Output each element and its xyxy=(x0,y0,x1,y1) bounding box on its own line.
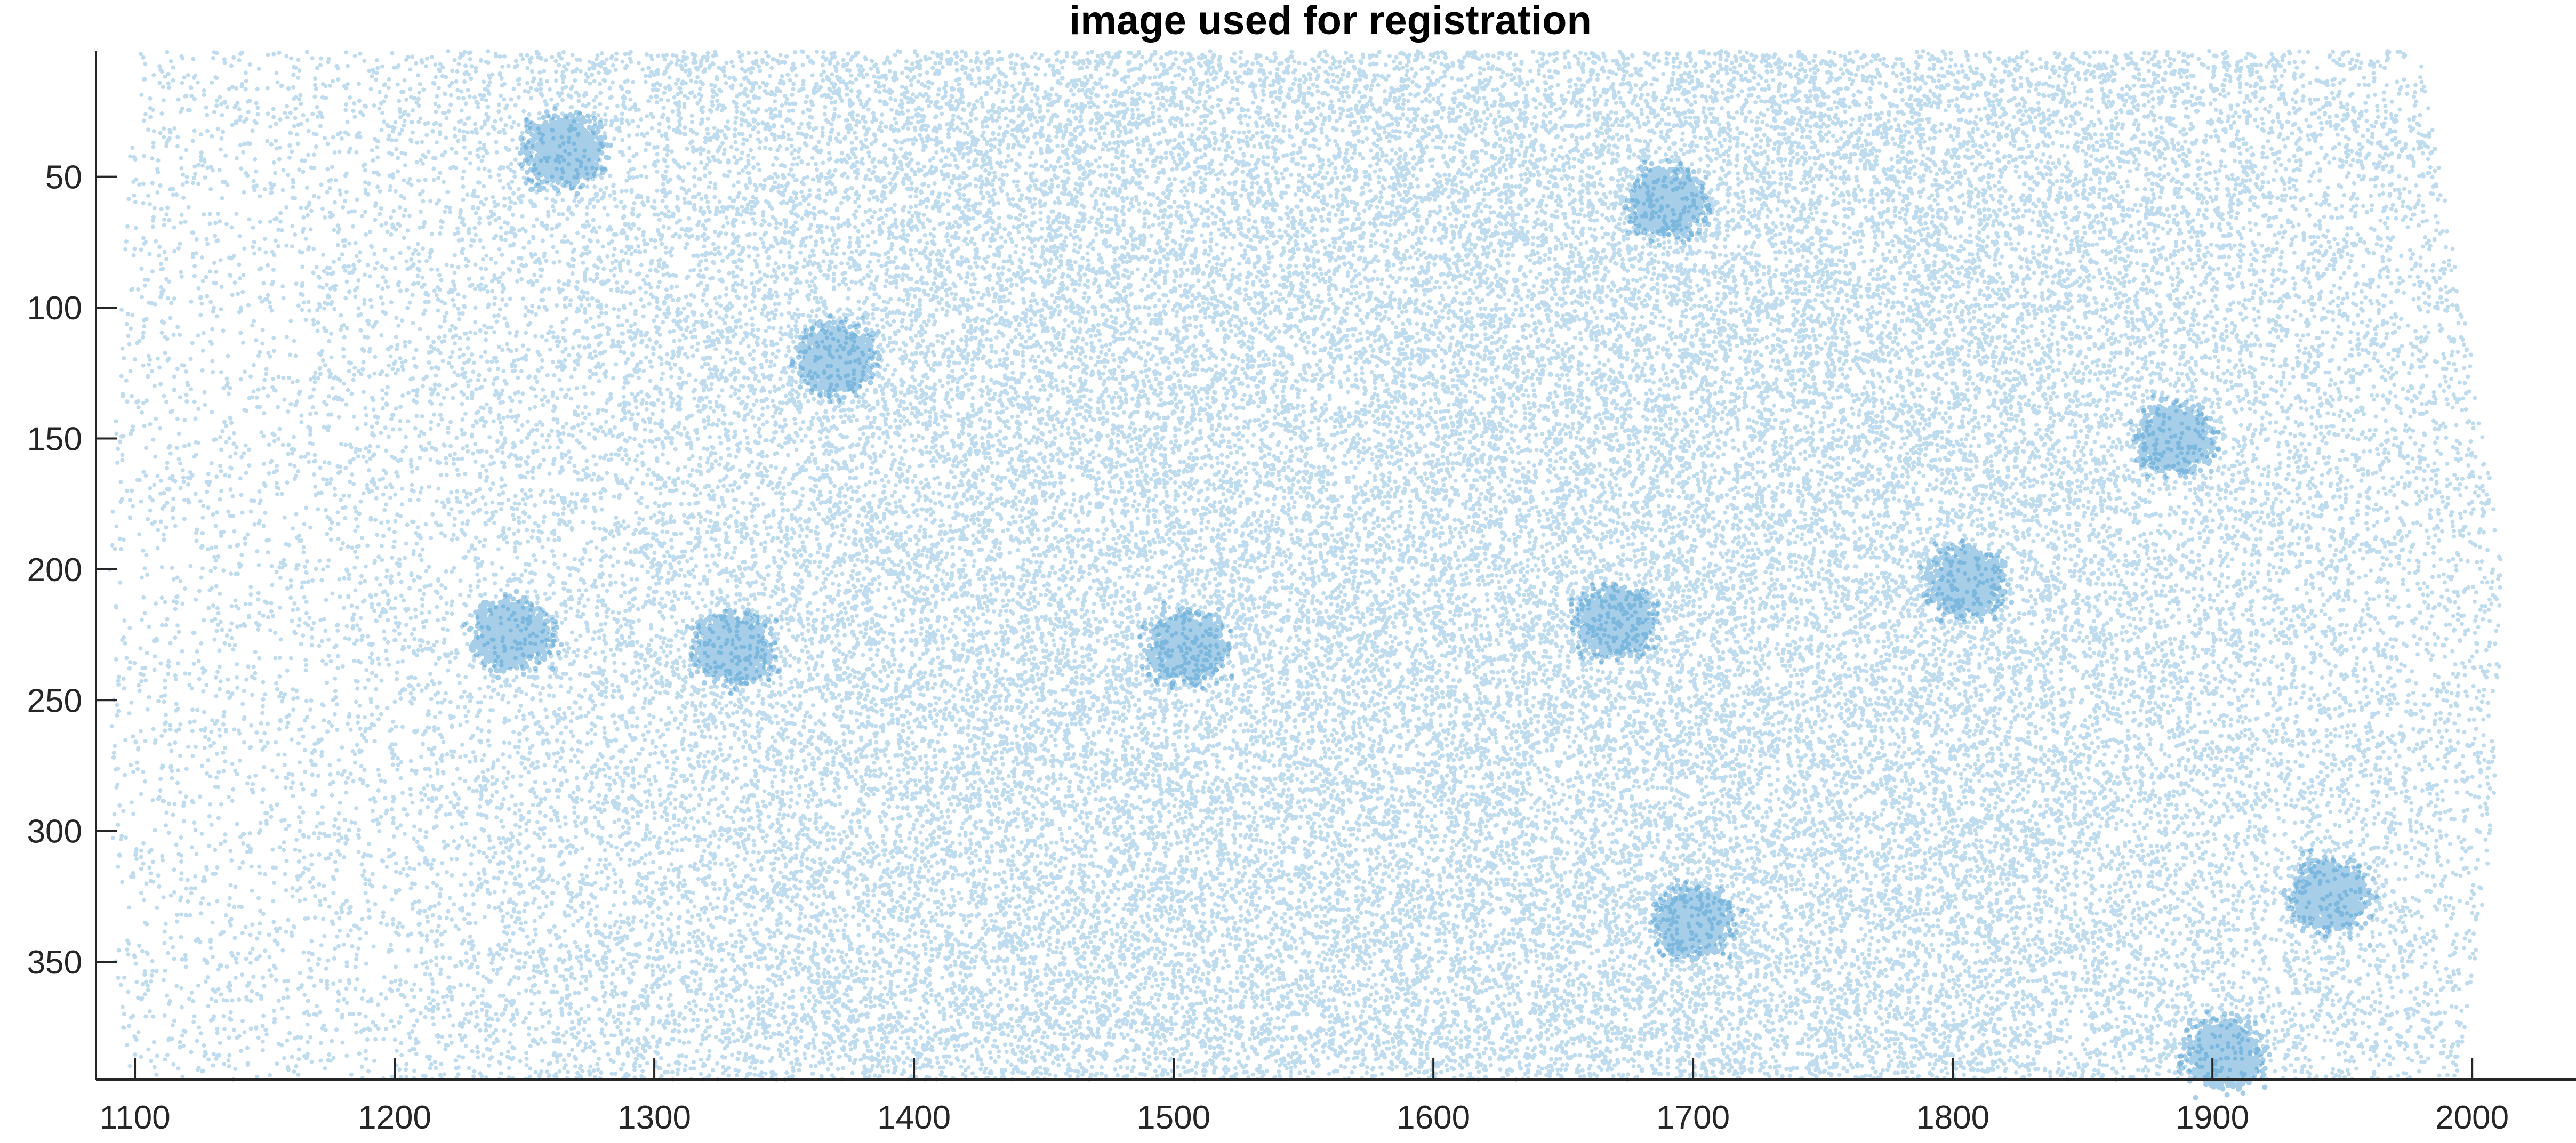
y-tick-label-200: 200 xyxy=(27,552,82,589)
dense-cluster-3 xyxy=(1568,581,1662,664)
dense-cluster-7 xyxy=(1647,877,1745,968)
y-tick-label-350: 350 xyxy=(27,944,82,981)
y-tick-label-250: 250 xyxy=(27,682,82,719)
y-tick-label-300: 300 xyxy=(27,814,82,850)
x-tick-label-1600: 1600 xyxy=(1397,1099,1470,1136)
x-tick-label-1300: 1300 xyxy=(617,1099,691,1136)
dense-cluster-9 xyxy=(685,607,782,697)
x-axis-ticks: 1100 1200 1300 1400 1500 1600 1700 1800 1900 2000 xyxy=(99,1058,2509,1136)
dense-cluster-0 xyxy=(789,313,882,405)
dense-cluster-4 xyxy=(2128,393,2221,480)
x-tick-label-1800: 1800 xyxy=(1916,1099,1989,1136)
x-tick-label-2000: 2000 xyxy=(2435,1099,2509,1136)
scatter-points xyxy=(107,49,2503,1100)
x-tick-label-1400: 1400 xyxy=(877,1099,951,1136)
x-tick-label-1500: 1500 xyxy=(1137,1099,1210,1136)
dense-cluster-5 xyxy=(2281,848,2379,948)
axes xyxy=(95,51,2576,1081)
dense-cluster-2 xyxy=(1622,158,1713,248)
y-tick-label-100: 100 xyxy=(27,290,82,327)
x-tick-label-1200: 1200 xyxy=(358,1099,431,1136)
dense-cluster-10 xyxy=(517,106,614,197)
x-tick-label-1700: 1700 xyxy=(1656,1099,1730,1136)
chart-title: image used for registration xyxy=(1069,0,1592,43)
dense-cluster-1 xyxy=(1137,601,1234,691)
y-tick-label-150: 150 xyxy=(27,421,82,457)
dense-cluster-11 xyxy=(1917,538,2015,625)
dense-cluster-8 xyxy=(461,589,564,681)
scatter-cloud xyxy=(107,49,2503,1082)
y-tick-label-50: 50 xyxy=(45,159,82,196)
x-tick-label-1100: 1100 xyxy=(99,1099,170,1136)
dense-cluster-6 xyxy=(2177,1009,2272,1100)
y-axis-ticks: 50 100 150 200 250 300 350 xyxy=(27,159,117,981)
x-tick-label-1900: 1900 xyxy=(2176,1099,2249,1136)
